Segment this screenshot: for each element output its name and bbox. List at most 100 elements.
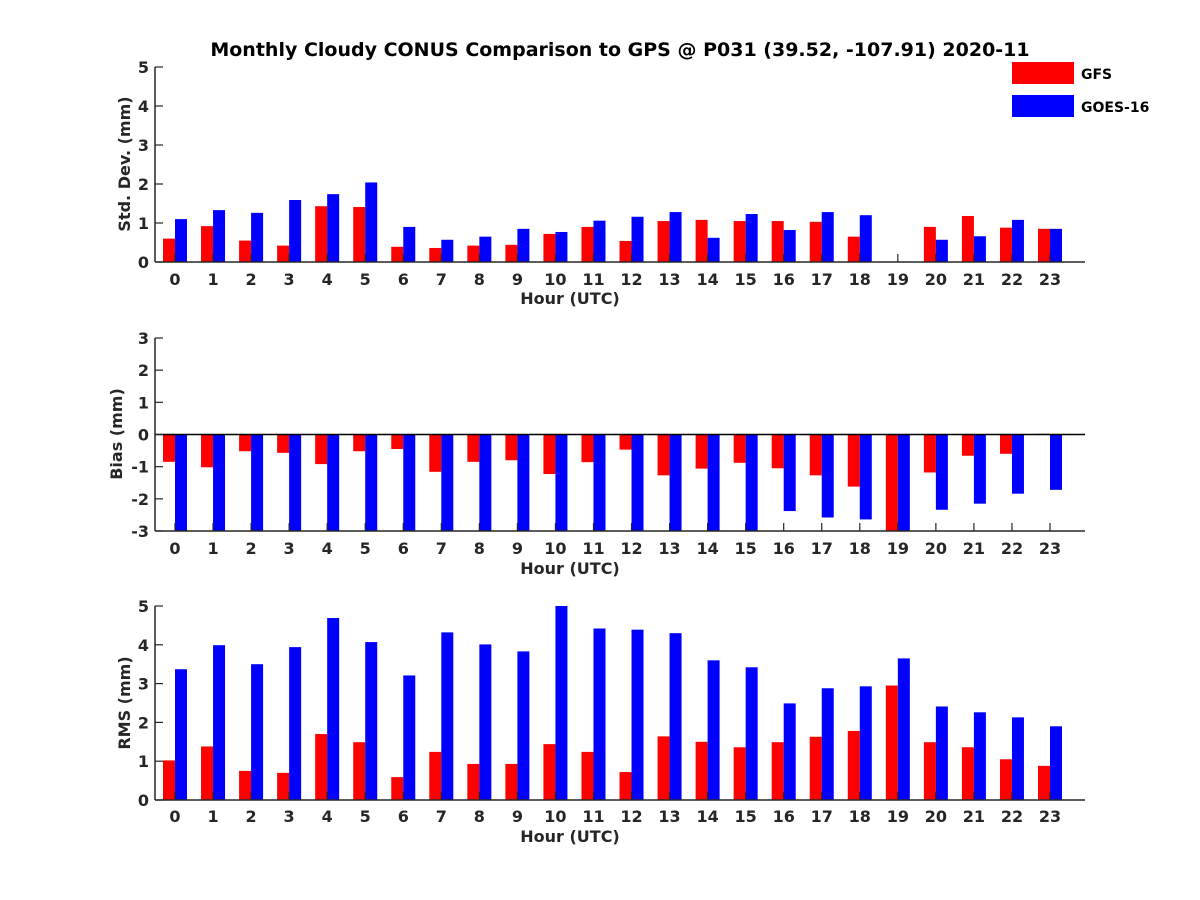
bar-gfs-hour-9 (505, 763, 518, 800)
bar-gfs-hour-10 (543, 434, 556, 475)
x-tick-label: 19 (887, 270, 909, 289)
bar-goes16-hour-14 (707, 660, 720, 800)
x-tick-label: 6 (398, 270, 409, 289)
bar-gfs-hour-0 (163, 760, 175, 800)
bar-gfs-hour-1 (201, 226, 214, 262)
x-tick-label: 0 (169, 807, 180, 826)
x-tick-label: 23 (1039, 270, 1061, 289)
bar-goes16-hour-1 (213, 210, 226, 262)
x-tick-label: 20 (925, 539, 947, 558)
bar-goes16-hour-11 (593, 628, 606, 800)
bar-gfs-hour-9 (505, 244, 518, 262)
bar-goes16-hour-5 (365, 642, 378, 800)
bar-goes16-hour-23 (1050, 228, 1062, 262)
bar-gfs-hour-16 (771, 221, 784, 262)
x-tick-label: 1 (207, 807, 218, 826)
x-tick-label: 21 (963, 539, 985, 558)
bar-gfs-hour-0 (163, 238, 175, 262)
x-axis-label: Hour (UTC) (520, 289, 620, 308)
bar-goes16-hour-6 (403, 226, 416, 262)
x-tick-label: 14 (696, 539, 718, 558)
x-tick-label: 16 (773, 539, 795, 558)
bar-goes16-hour-18 (859, 686, 872, 800)
bar-goes16-hour-3 (289, 647, 302, 800)
bar-goes16-hour-16 (783, 434, 796, 512)
bar-gfs-hour-12 (619, 772, 632, 800)
bar-goes16-hour-20 (935, 706, 948, 800)
x-tick-label: 16 (773, 807, 795, 826)
bar-goes16-hour-6 (403, 434, 416, 531)
x-tick-label: 15 (735, 270, 757, 289)
bar-goes16-hour-0 (175, 219, 187, 262)
x-tick-label: 13 (658, 807, 680, 826)
bar-goes16-hour-12 (631, 629, 644, 800)
bar-gfs-hour-8 (467, 434, 480, 462)
bar-gfs-hour-3 (277, 245, 290, 262)
bar-goes16-hour-5 (365, 182, 378, 262)
x-tick-label: 18 (849, 539, 871, 558)
x-tick-label: 9 (512, 270, 523, 289)
y-tick-label: -2 (131, 490, 149, 509)
bar-gfs-hour-19 (885, 434, 898, 531)
legend-swatch-goes16 (1012, 95, 1074, 117)
x-tick-label: 15 (735, 807, 757, 826)
bar-gfs-hour-22 (999, 434, 1012, 454)
legend-label-gfs: GFS (1081, 67, 1112, 83)
bar-gfs-hour-15 (733, 434, 746, 463)
bar-gfs-hour-5 (353, 207, 366, 262)
x-tick-label: 13 (658, 270, 680, 289)
bar-goes16-hour-7 (441, 239, 454, 262)
x-tick-label: 19 (887, 539, 909, 558)
bar-goes16-hour-8 (479, 434, 492, 531)
y-tick-label: -3 (131, 522, 149, 541)
bar-goes16-hour-17 (821, 212, 834, 262)
bar-goes16-hour-2 (251, 212, 264, 262)
bar-goes16-hour-7 (441, 434, 454, 531)
bar-gfs-hour-21 (961, 434, 974, 456)
x-tick-label: 0 (169, 539, 180, 558)
x-tick-label: 7 (436, 807, 447, 826)
y-axis-label: Bias (mm) (107, 388, 126, 480)
bar-gfs-hour-5 (353, 434, 366, 452)
bar-gfs-hour-2 (239, 240, 252, 262)
bar-gfs-hour-22 (999, 759, 1012, 800)
bar-goes16-hour-18 (859, 215, 872, 262)
x-axis-label: Hour (UTC) (520, 827, 620, 846)
bar-gfs-hour-18 (847, 434, 860, 487)
bar-gfs-hour-4 (315, 734, 328, 800)
bar-goes16-hour-20 (935, 239, 948, 262)
y-tick-label: 3 (138, 329, 149, 348)
bar-gfs-hour-6 (391, 434, 404, 449)
x-axis-label: Hour (UTC) (520, 559, 620, 578)
bar-gfs-hour-19 (885, 685, 898, 800)
x-tick-label: 5 (360, 539, 371, 558)
x-tick-label: 5 (360, 270, 371, 289)
x-tick-label: 14 (696, 807, 718, 826)
bar-gfs-hour-17 (809, 434, 822, 476)
bar-goes16-hour-13 (669, 434, 682, 531)
bar-goes16-hour-13 (669, 633, 682, 800)
bar-goes16-hour-2 (251, 664, 264, 800)
y-tick-label: 1 (138, 214, 149, 233)
y-tick-label: 4 (138, 97, 149, 116)
bar-goes16-hour-1 (213, 645, 226, 800)
x-tick-label: 22 (1001, 270, 1023, 289)
x-tick-label: 2 (246, 539, 257, 558)
bar-goes16-hour-15 (745, 214, 758, 262)
y-tick-label: 3 (138, 136, 149, 155)
bar-gfs-hour-11 (581, 751, 594, 800)
bar-gfs-hour-18 (847, 730, 860, 800)
bar-goes16-hour-14 (707, 434, 720, 531)
bar-gfs-hour-8 (467, 763, 480, 800)
y-axis-label: RMS (mm) (115, 656, 134, 749)
x-tick-label: 17 (811, 270, 833, 289)
x-tick-label: 8 (474, 807, 485, 826)
bar-gfs-hour-17 (809, 736, 822, 800)
x-tick-label: 1 (207, 539, 218, 558)
bar-goes16-hour-5 (365, 434, 378, 531)
x-tick-label: 22 (1001, 807, 1023, 826)
x-tick-label: 19 (887, 807, 909, 826)
legend-swatch-gfs (1012, 62, 1074, 84)
bar-goes16-hour-15 (745, 434, 758, 531)
